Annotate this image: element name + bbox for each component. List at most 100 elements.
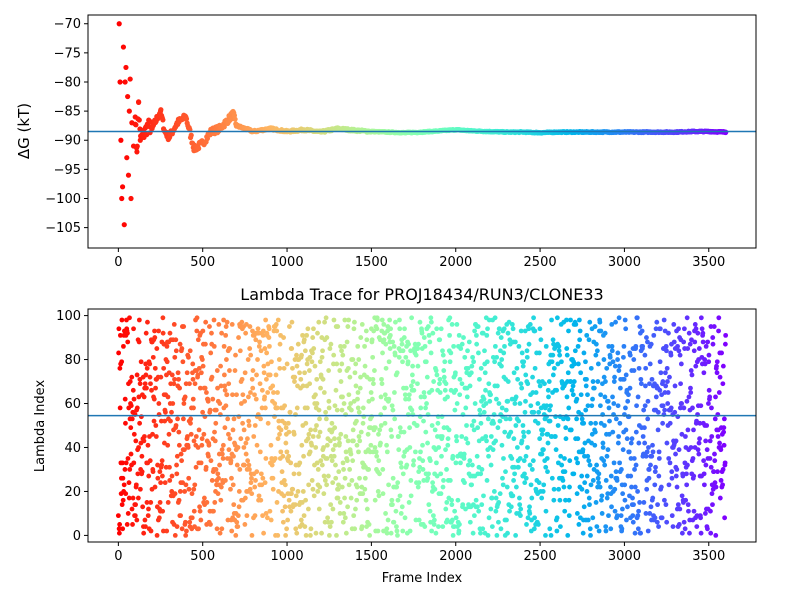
lambda-point xyxy=(511,370,517,376)
lambda-point xyxy=(608,473,614,479)
lambda-point xyxy=(647,511,653,516)
lambda-point xyxy=(698,530,704,536)
lambda-point xyxy=(537,383,543,389)
lambda-point xyxy=(609,348,615,354)
lambda-point xyxy=(282,482,288,488)
lambda-point xyxy=(329,420,335,426)
lambda-point xyxy=(156,328,161,334)
lambda-point xyxy=(422,343,428,349)
lambda-point xyxy=(291,471,297,477)
lambda-point xyxy=(483,434,489,439)
lambda-point xyxy=(241,427,247,433)
lambda-point xyxy=(478,471,484,477)
lambda-point xyxy=(358,335,364,340)
lambda-point xyxy=(143,330,149,336)
lambda-point xyxy=(550,337,556,343)
lambda-point xyxy=(718,447,724,453)
lambda-point xyxy=(425,475,431,481)
lambda-point xyxy=(522,471,527,477)
lambda-point xyxy=(470,530,476,536)
lambda-point xyxy=(521,359,527,365)
lambda-point xyxy=(176,429,182,435)
lambda-point xyxy=(666,330,671,336)
lambda-point xyxy=(228,458,234,464)
lambda-point xyxy=(367,533,373,538)
lambda-point xyxy=(578,392,584,398)
lambda-point xyxy=(199,357,205,362)
lambda-point xyxy=(350,458,356,464)
lambda-point xyxy=(186,354,191,360)
lambda-point xyxy=(177,385,182,391)
lambda-point xyxy=(406,500,412,505)
lambda-point xyxy=(335,486,341,492)
lambda-point xyxy=(665,390,671,395)
lambda-point xyxy=(634,315,640,321)
lambda-point xyxy=(706,359,712,365)
lambda-point xyxy=(556,343,562,349)
lambda-point xyxy=(463,436,469,442)
lambda-point xyxy=(122,396,128,402)
lambda-point xyxy=(423,359,429,365)
lambda-point xyxy=(480,526,486,532)
lambda-point xyxy=(330,447,336,453)
lambda-point xyxy=(218,383,224,389)
lambda-point xyxy=(269,462,275,468)
lambda-point xyxy=(488,434,494,439)
lambda-point xyxy=(710,502,715,508)
lambda-point xyxy=(436,445,442,450)
lambda-point xyxy=(717,440,722,446)
lambda-point xyxy=(169,372,175,378)
lambda-point xyxy=(663,383,669,389)
lambda-point xyxy=(340,352,346,358)
delta-g-point xyxy=(134,149,140,155)
lambda-point xyxy=(493,508,499,514)
lambda-point xyxy=(334,361,340,367)
lambda-point xyxy=(575,460,581,466)
lambda-point xyxy=(366,398,372,404)
lambda-point xyxy=(245,357,251,362)
lambda-point xyxy=(339,361,345,367)
lambda-point xyxy=(701,370,707,376)
lambda-point xyxy=(450,453,456,459)
lambda-point xyxy=(148,500,154,505)
lambda-point xyxy=(642,440,648,446)
lambda-point xyxy=(139,469,145,475)
lambda-point xyxy=(246,418,252,424)
lambda-x-tick-label: 3000 xyxy=(608,549,641,564)
lambda-point xyxy=(196,427,202,433)
lambda-point xyxy=(300,332,305,338)
lambda-point xyxy=(347,374,353,380)
lambda-point xyxy=(209,330,214,336)
lambda-point xyxy=(524,522,529,527)
lambda-point xyxy=(599,493,605,499)
lambda-point xyxy=(614,513,620,519)
lambda-point xyxy=(394,370,400,376)
lambda-point xyxy=(470,354,476,360)
lambda-point xyxy=(162,480,168,486)
lambda-point xyxy=(440,484,446,490)
lambda-point xyxy=(657,359,663,365)
lambda-point xyxy=(586,337,592,343)
lambda-point xyxy=(280,453,286,459)
lambda-point xyxy=(281,365,287,371)
lambda-point xyxy=(638,530,644,536)
lambda-point xyxy=(349,407,354,413)
lambda-x-ticks: 0 500 1000 1500 2000 2500 3000 3500 xyxy=(114,542,725,564)
lambda-point xyxy=(504,517,509,523)
lambda-point xyxy=(543,343,549,349)
lambda-point xyxy=(622,482,628,488)
lambda-point xyxy=(551,497,557,503)
lambda-point xyxy=(283,425,289,431)
lambda-point xyxy=(310,434,316,439)
lambda-point xyxy=(355,396,360,402)
lambda-point xyxy=(493,495,499,501)
lambda-point xyxy=(178,451,184,457)
lambda-point xyxy=(259,387,265,393)
lambda-point xyxy=(631,456,637,461)
lambda-point xyxy=(711,324,717,329)
lambda-point xyxy=(704,447,710,453)
lambda-point xyxy=(610,359,616,365)
delta-g-point xyxy=(126,108,132,114)
lambda-point xyxy=(151,418,157,424)
